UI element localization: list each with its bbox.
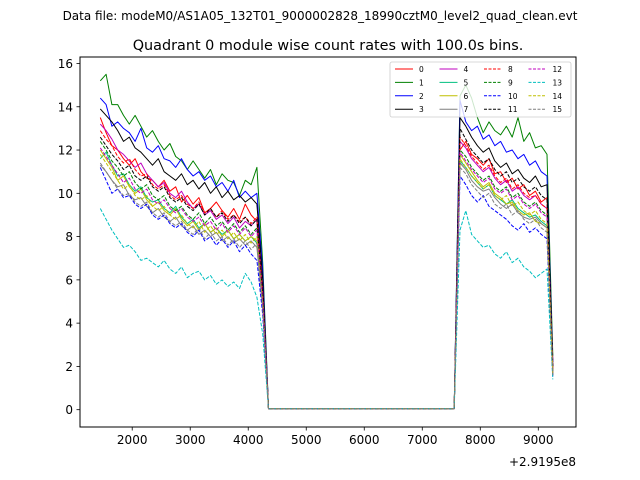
legend-label-7: 7: [464, 105, 469, 114]
legend-label-11: 11: [508, 105, 518, 114]
x-offset-label: +2.9195e8: [509, 455, 576, 469]
legend-label-1: 1: [419, 78, 424, 87]
series-line-1: [99, 73, 554, 410]
legend-label-0: 0: [419, 65, 424, 74]
legend-label-6: 6: [464, 92, 469, 101]
series-line-9: [99, 141, 554, 410]
y-tick-label: 12: [58, 144, 73, 158]
legend-label-9: 9: [508, 78, 513, 87]
series-line-13: [99, 208, 554, 410]
x-tick-label: 7000: [407, 433, 438, 447]
y-tick-label: 10: [58, 187, 73, 201]
y-tick-label: 0: [65, 403, 73, 417]
x-tick-label: 4000: [233, 433, 264, 447]
chart-title: Quadrant 0 module wise count rates with …: [133, 38, 524, 54]
y-tick-label: 8: [65, 230, 73, 244]
x-tick-label: 6000: [349, 433, 380, 447]
series-line-7: [99, 162, 554, 410]
series-line-15: [99, 162, 554, 410]
legend-label-15: 15: [553, 105, 563, 114]
y-tick-label: 2: [65, 360, 73, 374]
x-tick-label: 3000: [175, 433, 206, 447]
series-line-14: [99, 154, 554, 410]
series-line-12: [99, 147, 554, 410]
plot-area: [99, 73, 554, 410]
series-line-3: [99, 108, 554, 410]
legend-label-14: 14: [553, 92, 563, 101]
series-line-11: [99, 127, 554, 410]
x-tick-label: 8000: [465, 433, 496, 447]
x-tick-label: 5000: [291, 433, 322, 447]
x-tick-label: 9000: [523, 433, 554, 447]
axes-frame: [79, 56, 577, 428]
x-axis: 2000 3000 4000 5000 6000 7000 8000 9000: [117, 427, 554, 447]
y-tick-label: 14: [58, 100, 73, 114]
legend-label-2: 2: [419, 92, 424, 101]
legend-label-4: 4: [464, 65, 469, 74]
suptitle: Data file: modeM0/AS1A05_132T01_90000028…: [63, 9, 578, 23]
y-tick-label: 6: [65, 273, 73, 287]
legend-label-5: 5: [464, 78, 469, 87]
x-tick-label: 2000: [117, 433, 148, 447]
legend-label-12: 12: [553, 65, 563, 74]
y-tick-label: 16: [58, 57, 73, 71]
legend-label-8: 8: [508, 65, 513, 74]
series-line-10: [99, 167, 554, 410]
legend-label-10: 10: [508, 92, 518, 101]
series-line-2: [99, 97, 554, 410]
legend-label-13: 13: [553, 78, 563, 87]
legend-label-3: 3: [419, 105, 424, 114]
series-line-8: [99, 130, 554, 410]
y-axis: 0 2 4 6 8 10 12 14 16: [58, 57, 80, 417]
y-tick-label: 4: [65, 317, 73, 331]
legend-box: [389, 61, 572, 118]
